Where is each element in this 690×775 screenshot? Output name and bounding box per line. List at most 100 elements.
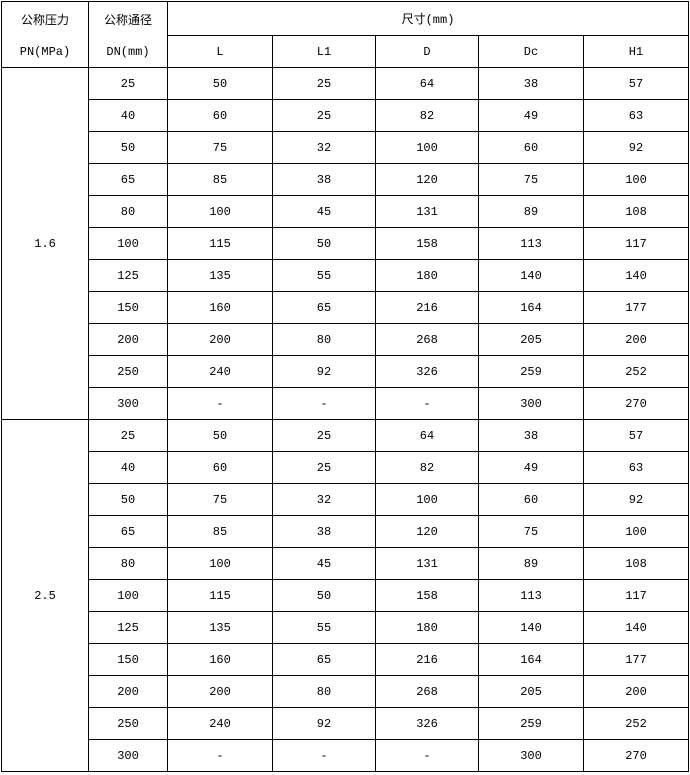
dimension-cell: 45 <box>272 195 376 228</box>
table-row: 2.5 25 50 25 64 38 57 <box>1 419 689 772</box>
dimension-cell: 115 <box>167 579 273 612</box>
dimension-cell: 89 <box>478 195 584 228</box>
diameter-unit: DN(mm) <box>106 44 150 59</box>
dimension-cell: 100 <box>167 547 273 580</box>
dimension-cell: 268 <box>375 323 479 356</box>
table-row: 100 115 50 158 113 117 <box>2 227 689 260</box>
dimension-cell: 164 <box>478 291 584 324</box>
dn-cell: 80 <box>88 195 168 228</box>
dimension-cell: 92 <box>272 707 376 740</box>
dimension-cell: - <box>375 739 479 772</box>
dimension-cell: 82 <box>375 99 479 132</box>
dimension-cell: 65 <box>272 643 376 676</box>
table-row: 80 100 45 131 89 108 <box>2 547 689 580</box>
dimension-cell: 92 <box>583 483 689 516</box>
dimension-cell: 252 <box>583 355 689 388</box>
dn-cell: 125 <box>88 259 168 292</box>
dn-cell: 25 <box>88 419 168 452</box>
dimension-cell: 38 <box>478 419 584 452</box>
dn-cell: 250 <box>88 707 168 740</box>
dimension-cell: 92 <box>583 131 689 164</box>
dimension-cell: - <box>375 387 479 420</box>
dimension-cell: 38 <box>478 67 584 100</box>
dimension-cell: 240 <box>167 355 273 388</box>
dimension-cell: 140 <box>583 611 689 644</box>
table-row: 300- - -300 270 <box>2 387 689 420</box>
dn-cell: 125 <box>88 611 168 644</box>
dimension-cell: 300 <box>478 739 584 772</box>
dimension-cell: 140 <box>478 259 584 292</box>
dimension-cell: 85 <box>167 515 273 548</box>
table-row: 65 85 38 120 75 100 <box>2 515 689 548</box>
dimension-cell: 164 <box>478 643 584 676</box>
dimension-cell: 55 <box>272 259 376 292</box>
dn-cell: 100 <box>88 227 168 260</box>
dimension-cell: 205 <box>478 323 584 356</box>
dn-cell: 80 <box>88 547 168 580</box>
dimension-cell: 64 <box>375 419 479 452</box>
dimension-cell: 100 <box>167 195 273 228</box>
dimension-cell: 252 <box>583 707 689 740</box>
dn-cell: 300 <box>88 739 168 772</box>
dn-cell: 250 <box>88 355 168 388</box>
dimension-cell: 131 <box>375 195 479 228</box>
dimension-cell: 200 <box>167 675 273 708</box>
dimension-cell: 50 <box>272 579 376 612</box>
dimension-cell: 80 <box>272 675 376 708</box>
dimension-cell: 200 <box>583 323 689 356</box>
dn-cell: 25 <box>88 67 168 100</box>
dimension-cell: - <box>167 739 273 772</box>
table-row: 150 160 65 216 164 177 <box>2 291 689 324</box>
dimension-cell: 32 <box>272 131 376 164</box>
dimension-cell: 300 <box>478 387 584 420</box>
table-row: 250 240 92 326 259 252 <box>2 355 689 388</box>
dimension-cell: 60 <box>478 131 584 164</box>
dimension-cell: 113 <box>478 227 584 260</box>
table-row: 125 135 55 180 140 140 <box>2 611 689 644</box>
dimension-cell: 55 <box>272 611 376 644</box>
dn-cell: 65 <box>88 515 168 548</box>
dimension-cell: 100 <box>583 515 689 548</box>
dimension-cell: - <box>272 387 376 420</box>
dimension-cell: 120 <box>375 515 479 548</box>
dimension-cell: 50 <box>167 67 273 100</box>
dimension-cell: 92 <box>272 355 376 388</box>
table-row: 50 75 32 100 60 92 <box>2 483 689 516</box>
dimension-cell: 65 <box>272 291 376 324</box>
dimension-cell: 82 <box>375 451 479 484</box>
table-row: 65 85 38 120 75 100 <box>2 163 689 196</box>
dimension-cell: 158 <box>375 579 479 612</box>
dimension-cell: 25 <box>272 67 376 100</box>
dimension-cell: 177 <box>583 643 689 676</box>
dimension-cell: 200 <box>167 323 273 356</box>
dimension-cell: 38 <box>272 163 376 196</box>
dimension-cell: 160 <box>167 291 273 324</box>
pressure-value: 2.5 <box>1 419 89 772</box>
dimension-cell: 75 <box>478 515 584 548</box>
dimension-cell: 80 <box>272 323 376 356</box>
dimension-cell: 38 <box>272 515 376 548</box>
diameter-label: 公称通径 <box>103 13 152 28</box>
dimension-cell: 25 <box>272 99 376 132</box>
table-body: 1.6 25 50 25 64 38 57 40 60 25 82 49 63 50 75 32 100 60 92… <box>1 67 689 772</box>
column-header-l: L <box>167 35 273 68</box>
dimension-cell: 50 <box>272 227 376 260</box>
dimension-cell: 60 <box>167 99 273 132</box>
dimension-cell: - <box>272 739 376 772</box>
dn-cell: 150 <box>88 291 168 324</box>
table-row: 150 160 65 216 164 177 <box>2 643 689 676</box>
table-row: 125 135 55 180 140 140 <box>2 259 689 292</box>
dimension-cell: 63 <box>583 99 689 132</box>
table-row: 100 115 50 158 113 117 <box>2 579 689 612</box>
dimension-cell: 25 <box>272 419 376 452</box>
dimension-cell: 259 <box>478 355 584 388</box>
dimension-cell: 100 <box>583 163 689 196</box>
dimension-cell: 100 <box>375 131 479 164</box>
dimension-cell: 49 <box>478 451 584 484</box>
dimension-cell: 259 <box>478 707 584 740</box>
dn-cell: 50 <box>88 131 168 164</box>
dimension-cell: 64 <box>375 67 479 100</box>
dn-cell: 50 <box>88 483 168 516</box>
dimension-cell: 177 <box>583 291 689 324</box>
dimension-cell: 268 <box>375 675 479 708</box>
